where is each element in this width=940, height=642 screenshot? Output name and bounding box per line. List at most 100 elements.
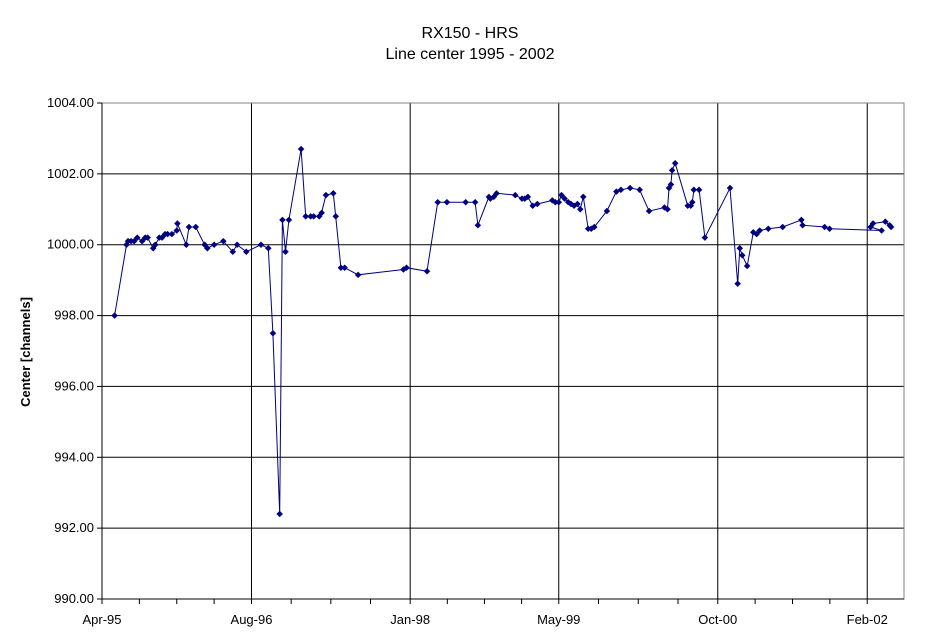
data-point: [229, 248, 237, 256]
data-point: [667, 181, 675, 188]
data-point: [826, 225, 833, 233]
data-point: [799, 221, 806, 229]
data-point: [269, 329, 277, 337]
y-tick-label: 1002.00: [47, 166, 94, 181]
data-point: [434, 198, 442, 206]
data-point: [743, 262, 751, 270]
data-point: [332, 213, 340, 220]
data-point: [690, 186, 698, 194]
data-point: [555, 198, 563, 206]
data-point: [764, 225, 772, 233]
gridlines: [102, 103, 904, 599]
y-tick-label: 1000.00: [47, 237, 94, 252]
data-point: [701, 234, 709, 241]
data-point: [192, 223, 200, 231]
x-tick-label: Jan-98: [390, 612, 430, 627]
x-tick-label: Apr-95: [82, 612, 121, 627]
data-point: [204, 244, 211, 252]
data-point: [474, 221, 482, 229]
data-point: [574, 200, 581, 208]
data-point: [617, 186, 625, 194]
data-point: [341, 264, 348, 272]
data-point: [174, 220, 181, 227]
data-point: [779, 223, 787, 231]
data-point: [887, 223, 895, 231]
data-point: [322, 191, 330, 199]
y-tick-label: 992.00: [54, 520, 94, 535]
data-point: [285, 216, 293, 224]
y-tick-label: 990.00: [54, 591, 94, 606]
data-point: [726, 184, 734, 192]
data-point: [529, 202, 537, 210]
axes: 1004.00 1002.00 1000.00 998.00 996.00 994.00 9…: [47, 95, 904, 627]
chart-title: RX150 - HRS: [422, 25, 519, 42]
data-point: [753, 230, 761, 238]
data-point: [329, 189, 337, 197]
data-point: [158, 234, 166, 241]
data-point: [282, 248, 289, 256]
data-point: [210, 241, 218, 249]
data-point: [738, 251, 746, 259]
data-point: [173, 227, 181, 234]
data-point: [878, 227, 885, 234]
data-point: [671, 159, 679, 167]
x-tick-label: Aug-96: [231, 612, 273, 627]
data-point: [821, 223, 829, 231]
data-point: [242, 248, 250, 256]
data-point: [233, 241, 241, 249]
data-point: [443, 198, 451, 206]
data-point: [111, 312, 118, 319]
data-point: [869, 220, 877, 227]
data-point: [138, 237, 146, 245]
data-point: [133, 234, 141, 241]
data-point: [734, 280, 742, 288]
data-point: [182, 241, 190, 249]
data-point: [276, 510, 284, 518]
data-point: [511, 191, 519, 199]
data-point: [257, 241, 265, 249]
data-point: [423, 267, 431, 275]
x-tick-label: Oct-00: [698, 612, 737, 627]
data-point: [310, 213, 318, 220]
data-point: [302, 213, 310, 220]
data-point: [471, 198, 479, 206]
data-series: [111, 145, 895, 518]
data-point: [756, 227, 764, 234]
chart-subtitle: Line center 1995 - 2002: [385, 46, 554, 63]
y-tick-label: 1004.00: [47, 95, 94, 110]
data-point: [403, 264, 410, 272]
plot-area-frame: [101, 102, 905, 600]
data-point: [558, 191, 565, 199]
data-point: [318, 209, 325, 217]
data-point: [664, 205, 671, 213]
data-point: [645, 207, 653, 215]
y-tick-label: 998.00: [54, 308, 94, 323]
data-point: [524, 193, 532, 201]
data-point: [279, 216, 286, 224]
data-point: [264, 244, 272, 252]
data-point: [881, 218, 889, 226]
data-point: [636, 186, 643, 194]
series-line: [114, 149, 892, 515]
data-point: [462, 198, 469, 206]
x-tick-label: Feb-02: [847, 612, 888, 627]
data-point: [688, 198, 696, 206]
data-point: [590, 223, 598, 231]
data-point: [533, 200, 541, 208]
data-point: [576, 205, 584, 213]
data-point: [354, 271, 362, 279]
data-point: [185, 223, 193, 231]
y-tick-label: 994.00: [54, 449, 94, 464]
data-point: [493, 189, 500, 197]
data-point: [626, 184, 634, 192]
data-point: [151, 241, 159, 249]
data-point: [297, 145, 305, 153]
data-point: [219, 237, 227, 245]
data-point: [561, 195, 568, 203]
data-point: [612, 188, 620, 195]
data-point: [579, 193, 587, 201]
data-point: [798, 216, 805, 224]
data-point: [736, 244, 744, 252]
y-tick-label: 996.00: [54, 378, 94, 393]
